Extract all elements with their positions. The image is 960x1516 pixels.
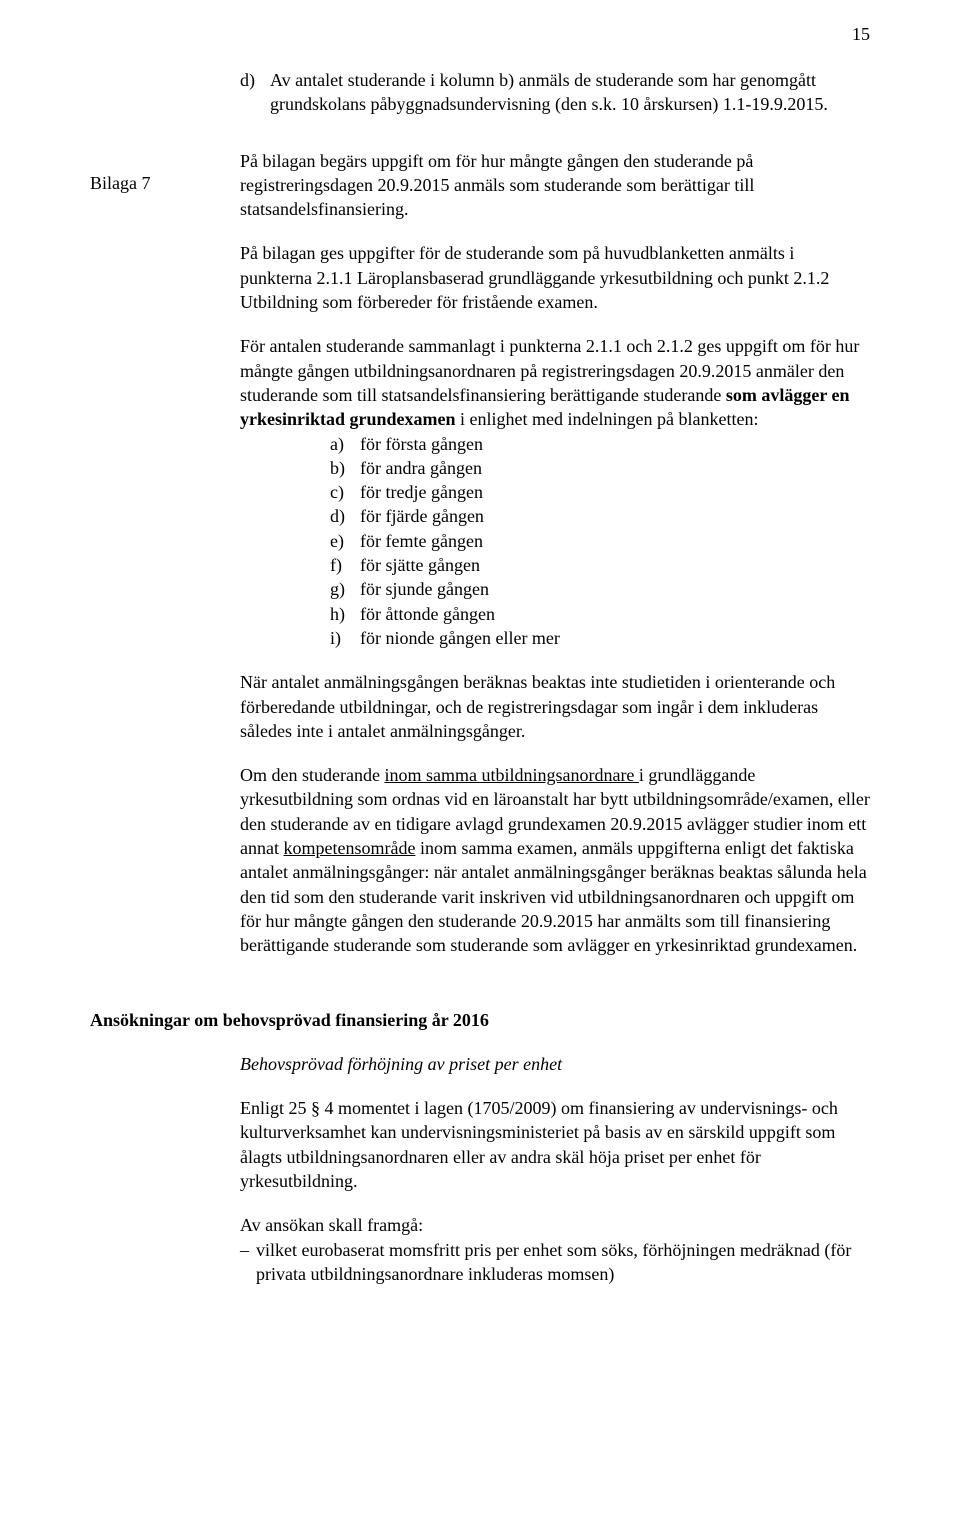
heading-ansokningar: Ansökningar om behovsprövad finansiering…	[90, 1008, 870, 1032]
paragraph-5: Om den studerande inom samma utbildnings…	[240, 763, 870, 957]
option-h: h) för åttonde gången	[330, 602, 870, 626]
option-marker: g)	[330, 577, 360, 601]
subheading-behovsprovad: Behovsprövad förhöjning av priset per en…	[240, 1052, 870, 1076]
paragraph-3: För antalen studerande sammanlagt i punk…	[240, 334, 870, 431]
option-a: a) för första gången	[330, 432, 870, 456]
option-text: för femte gången	[360, 529, 870, 553]
p5-underline-2: kompetensområde	[283, 838, 415, 858]
dash-marker: –	[240, 1238, 256, 1287]
p5-underline-1: inom samma utbildningsanordnare	[384, 765, 638, 785]
option-text: för sjätte gången	[360, 553, 870, 577]
option-text: för nionde gången eller mer	[360, 626, 870, 650]
option-text: för första gången	[360, 432, 870, 456]
page-content: d) Av antalet studerande i kolumn b) anm…	[90, 68, 870, 1286]
option-marker: e)	[330, 529, 360, 553]
dash-text: vilket eurobaserat momsfritt pris per en…	[256, 1238, 870, 1287]
body-column-2: Behovsprövad förhöjning av priset per en…	[240, 1052, 870, 1286]
dash-list: – vilket eurobaserat momsfritt pris per …	[240, 1238, 870, 1287]
dash-item-1: – vilket eurobaserat momsfritt pris per …	[240, 1238, 870, 1287]
option-g: g) för sjunde gången	[330, 577, 870, 601]
option-marker: f)	[330, 553, 360, 577]
option-text: för fjärde gången	[360, 504, 870, 528]
option-marker: d)	[330, 504, 360, 528]
option-i: i) för nionde gången eller mer	[330, 626, 870, 650]
paragraph-3-post: i enlighet med indelningen på blanketten…	[456, 409, 759, 429]
option-e: e) för femte gången	[330, 529, 870, 553]
paragraph-2: På bilagan ges uppgifter för de studeran…	[240, 241, 870, 314]
option-marker: a)	[330, 432, 360, 456]
paragraph-6: Enligt 25 § 4 momentet i lagen (1705/200…	[240, 1096, 870, 1193]
option-marker: i)	[330, 626, 360, 650]
option-text: för tredje gången	[360, 480, 870, 504]
paragraph-1: På bilagan begärs uppgift om för hur mån…	[240, 149, 870, 222]
list-item-d: d) Av antalet studerande i kolumn b) anm…	[240, 68, 870, 117]
option-text: för åttonde gången	[360, 602, 870, 626]
option-d: d) för fjärde gången	[330, 504, 870, 528]
left-label-bilaga-7: Bilaga 7	[90, 171, 165, 195]
paragraph-4: När antalet anmälningsgången beräknas be…	[240, 670, 870, 743]
option-marker: c)	[330, 480, 360, 504]
options-list: a) för första gången b) för andra gången…	[330, 432, 870, 651]
option-c: c) för tredje gången	[330, 480, 870, 504]
page-number: 15	[852, 24, 870, 45]
option-text: för sjunde gången	[360, 577, 870, 601]
option-text: för andra gången	[360, 456, 870, 480]
option-marker: b)	[330, 456, 360, 480]
document-page: 15 d) Av antalet studerande i kolumn b) …	[0, 0, 960, 1516]
option-b: b) för andra gången	[330, 456, 870, 480]
item-d-block: d) Av antalet studerande i kolumn b) anm…	[240, 68, 870, 117]
paragraph-7: Av ansökan skall framgå:	[240, 1213, 870, 1237]
body-column: På bilagan begärs uppgift om för hur mån…	[240, 149, 870, 958]
p5-a: Om den studerande	[240, 765, 384, 785]
list-text: Av antalet studerande i kolumn b) anmäls…	[270, 68, 870, 117]
list-marker: d)	[240, 68, 270, 117]
option-marker: h)	[330, 602, 360, 626]
option-f: f) för sjätte gången	[330, 553, 870, 577]
